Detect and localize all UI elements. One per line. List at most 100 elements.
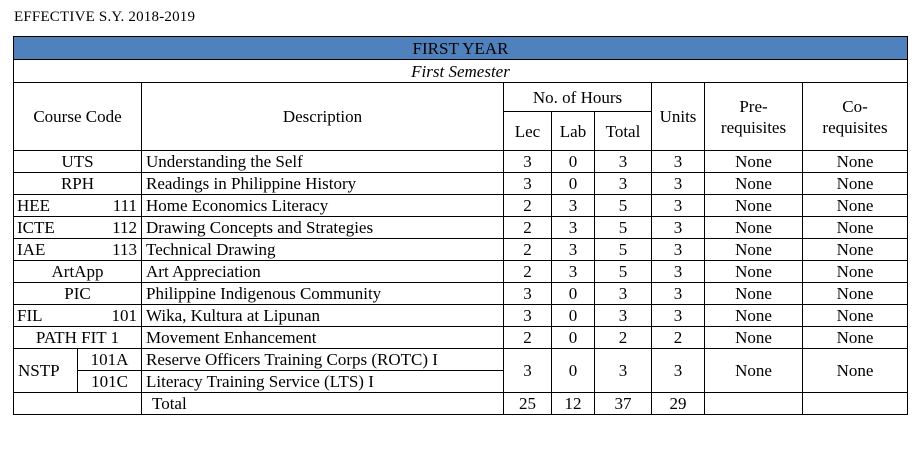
course-corequisites: None xyxy=(802,326,908,349)
header-units: Units xyxy=(651,82,705,151)
course-code-prefix: IAE xyxy=(17,240,46,259)
nstp-desc-c: Literacy Training Service (LTS) I xyxy=(141,370,504,393)
course-prerequisites: None xyxy=(704,282,803,305)
nstp-prereq: None xyxy=(704,348,803,393)
year-header: FIRST YEAR xyxy=(13,36,908,60)
course-total-hours: 2 xyxy=(594,326,652,349)
course-code: HEE 111 xyxy=(13,194,142,217)
course-description: Understanding the Self xyxy=(141,150,504,173)
course-prerequisites: None xyxy=(704,194,803,217)
course-units: 3 xyxy=(651,238,705,261)
header-corequisites-line1: Co- xyxy=(842,96,868,116)
course-code-number: 111 xyxy=(112,196,137,215)
header-corequisites: Co- requisites xyxy=(802,82,908,151)
course-lab: 3 xyxy=(551,216,595,239)
course-lab: 0 xyxy=(551,326,595,349)
course-description: Movement Enhancement xyxy=(141,326,504,349)
course-prerequisites: None xyxy=(704,238,803,261)
course-corequisites: None xyxy=(802,282,908,305)
course-prerequisites: None xyxy=(704,260,803,283)
course-prerequisites: None xyxy=(704,150,803,173)
course-lec: 2 xyxy=(503,194,552,217)
course-code-number: 101 xyxy=(111,306,138,325)
course-lab: 0 xyxy=(551,282,595,305)
course-description: Home Economics Literacy xyxy=(141,194,504,217)
header-course-code: Course Code xyxy=(13,82,142,151)
course-prerequisites: None xyxy=(704,304,803,327)
header-prerequisites: Pre- requisites xyxy=(704,82,803,151)
total-label: Total xyxy=(141,392,504,415)
total-hours: 37 xyxy=(594,392,652,415)
course-lec: 2 xyxy=(503,260,552,283)
header-prerequisites-line2: requisites xyxy=(720,117,787,137)
course-total-hours: 3 xyxy=(594,304,652,327)
course-row: ArtApp Art Appreciation 2 3 5 3 None None xyxy=(13,260,908,283)
course-row: PATH FIT 1 Movement Enhancement 2 0 2 2 None No… xyxy=(13,326,908,349)
nstp-code: NSTP xyxy=(13,348,78,393)
course-corequisites: None xyxy=(802,216,908,239)
course-row: FIL 101 Wika, Kultura at Lipunan 3 0 3 3 None No… xyxy=(13,304,908,327)
header-prerequisites-line1: Pre- xyxy=(739,96,768,116)
total-lab: 12 xyxy=(551,392,595,415)
course-corequisites: None xyxy=(802,194,908,217)
course-units: 3 xyxy=(651,260,705,283)
course-lec: 2 xyxy=(503,238,552,261)
nstp-coreq: None xyxy=(802,348,908,393)
course-total-hours: 5 xyxy=(594,194,652,217)
course-code-prefix: ICTE xyxy=(17,218,55,237)
course-row: HEE 111 Home Economics Literacy 2 3 5 3 None Non… xyxy=(13,194,908,217)
course-units: 3 xyxy=(651,216,705,239)
course-lab: 3 xyxy=(551,260,595,283)
course-corequisites: None xyxy=(802,260,908,283)
course-corequisites: None xyxy=(802,150,908,173)
nstp-lec: 3 xyxy=(503,348,552,393)
course-code: RPH xyxy=(13,172,142,195)
course-lec: 2 xyxy=(503,216,552,239)
course-lec: 3 xyxy=(503,282,552,305)
header-description: Description xyxy=(141,82,504,151)
header-corequisites-line2: requisites xyxy=(822,117,888,137)
course-lec: 3 xyxy=(503,150,552,173)
header-total: Total xyxy=(594,111,652,151)
nstp-total: 3 xyxy=(594,348,652,393)
header-hours: No. of Hours xyxy=(503,82,652,112)
course-code: ArtApp xyxy=(13,260,142,283)
course-total-hours: 3 xyxy=(594,282,652,305)
total-blank-coreq xyxy=(802,392,908,415)
course-description: Art Appreciation xyxy=(141,260,504,283)
course-code-number: 112 xyxy=(112,218,137,237)
course-lab: 0 xyxy=(551,304,595,327)
course-code: UTS xyxy=(13,150,142,173)
course-code: IAE 113 xyxy=(13,238,142,261)
course-lec: 3 xyxy=(503,304,552,327)
course-prerequisites: None xyxy=(704,216,803,239)
course-corequisites: None xyxy=(802,304,908,327)
course-row: UTS Understanding the Self 3 0 3 3 None None xyxy=(13,150,908,173)
course-description: Wika, Kultura at Lipunan xyxy=(141,304,504,327)
nstp-desc-a: Reserve Officers Training Corps (ROTC) I xyxy=(141,348,504,371)
course-description: Readings in Philippine History xyxy=(141,172,504,195)
course-lec: 2 xyxy=(503,326,552,349)
course-code: ICTE 112 xyxy=(13,216,142,239)
semester-header: First Semester xyxy=(13,59,908,83)
course-description: Drawing Concepts and Strategies xyxy=(141,216,504,239)
course-total-hours: 3 xyxy=(594,172,652,195)
nstp-lab: 0 xyxy=(551,348,595,393)
effective-school-year: EFFECTIVE S.Y. 2018-2019 xyxy=(14,9,196,25)
course-code-prefix: HEE xyxy=(17,196,51,215)
course-lec: 3 xyxy=(503,172,552,195)
course-row: PIC Philippine Indigenous Community 3 0 3 3 No… xyxy=(13,282,908,305)
nstp-num-a: 101A xyxy=(77,348,142,371)
course-row: IAE 113 Technical Drawing 2 3 5 3 None None xyxy=(13,238,908,261)
course-code: PATH FIT 1 xyxy=(13,326,142,349)
course-row: ICTE 112 Drawing Concepts and Strategies 2 3… xyxy=(13,216,908,239)
course-code-prefix: FIL xyxy=(17,306,43,325)
course-units: 3 xyxy=(651,150,705,173)
course-lab: 3 xyxy=(551,238,595,261)
total-units: 29 xyxy=(651,392,705,415)
course-prerequisites: None xyxy=(704,172,803,195)
course-code: FIL 101 xyxy=(13,304,142,327)
total-blank-code xyxy=(13,392,142,415)
course-description: Philippine Indigenous Community xyxy=(141,282,504,305)
total-lec: 25 xyxy=(503,392,552,415)
